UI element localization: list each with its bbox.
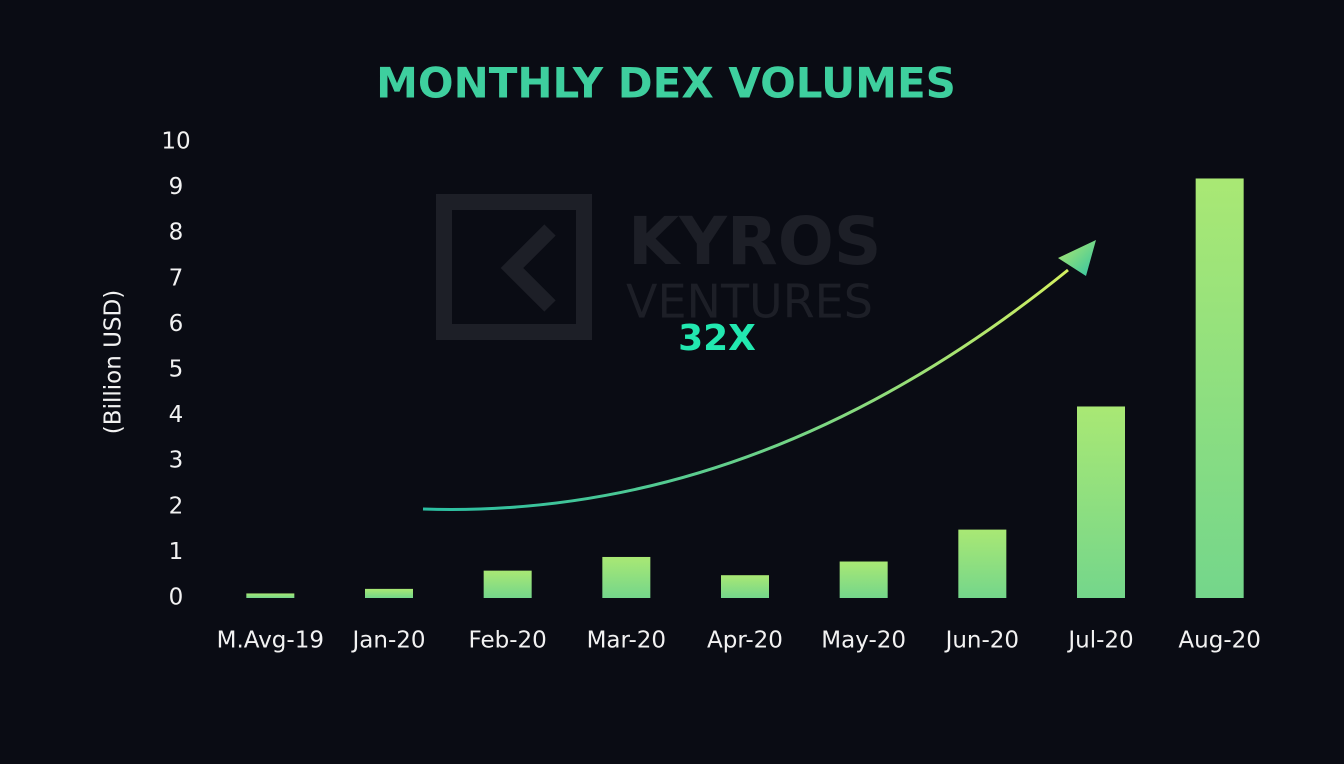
- x-tick-label: Jun-20: [944, 628, 1020, 654]
- y-tick-label: 0: [169, 585, 184, 611]
- watermark-sub: VENTURES: [626, 275, 873, 329]
- y-tick-label: 7: [169, 265, 184, 291]
- x-tick-label: Feb-20: [469, 628, 547, 654]
- x-tick-label: Jan-20: [350, 628, 425, 654]
- y-tick-label: 6: [169, 311, 184, 337]
- y-tick-label: 4: [169, 402, 184, 428]
- watermark-box: [436, 194, 592, 340]
- bar: [365, 588, 413, 598]
- y-tick-label: 10: [161, 129, 190, 155]
- x-tick-label: Mar-20: [587, 628, 667, 654]
- trend-arrow: [422, 268, 1069, 511]
- bar: [602, 556, 651, 598]
- annotation: 32X: [678, 318, 756, 359]
- y-tick-label: 2: [169, 493, 184, 519]
- bar: [1077, 406, 1125, 598]
- bar: [958, 529, 1007, 598]
- x-tick-label: Jul-20: [1066, 628, 1133, 654]
- watermark-brand: KYROS: [628, 203, 881, 280]
- bar: [246, 593, 295, 598]
- y-tick-label: 1: [169, 539, 184, 565]
- x-tick-label: M.Avg-19: [217, 628, 324, 654]
- watermark: KYROS VENTURES: [436, 194, 881, 340]
- bar: [839, 561, 888, 598]
- bar: [721, 575, 769, 598]
- bar: [483, 570, 532, 598]
- x-tick-label: May-20: [821, 628, 906, 654]
- chart-title: MONTHLY DEX VOLUMES: [376, 59, 956, 108]
- y-tick-label: 3: [169, 448, 184, 474]
- x-tick-label: Aug-20: [1178, 628, 1260, 654]
- arrow-head: [1058, 240, 1096, 276]
- watermark-chevron: [500, 224, 556, 312]
- bar: [1195, 178, 1244, 599]
- y-tick-label: 9: [169, 174, 184, 200]
- y-axis-label: (Billion USD): [101, 290, 127, 434]
- y-tick-label: 5: [169, 357, 184, 383]
- x-tick-label: Apr-20: [707, 628, 783, 654]
- y-tick-label: 8: [169, 220, 184, 246]
